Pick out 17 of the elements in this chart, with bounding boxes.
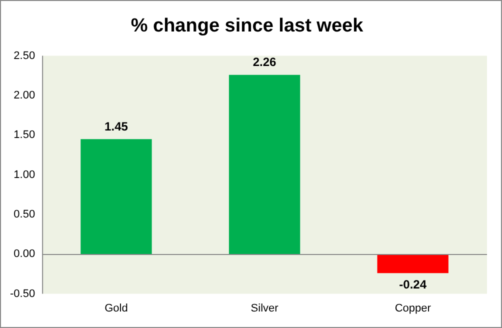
y-tick-label: 0.00 (14, 248, 36, 260)
y-tick-label: 1.50 (14, 129, 36, 142)
x-tick-label: Copper (394, 302, 432, 314)
chart-title: % change since last week (130, 16, 364, 37)
y-tick-label: -0.50 (10, 288, 36, 300)
data-label: 2.26 (252, 55, 277, 70)
y-tick-label: 1.00 (14, 168, 36, 181)
y-tick-label: 2.00 (14, 90, 36, 102)
bar (377, 254, 448, 274)
bar (80, 139, 152, 254)
data-label: 1.45 (104, 119, 128, 134)
bar (228, 74, 300, 254)
data-label: -0.24 (399, 277, 427, 292)
x-tick-label: Silver (250, 302, 279, 314)
y-tick-label: 0.50 (14, 208, 36, 220)
x-tick-label: Gold (104, 302, 128, 314)
y-tick-label: 2.50 (14, 50, 36, 62)
